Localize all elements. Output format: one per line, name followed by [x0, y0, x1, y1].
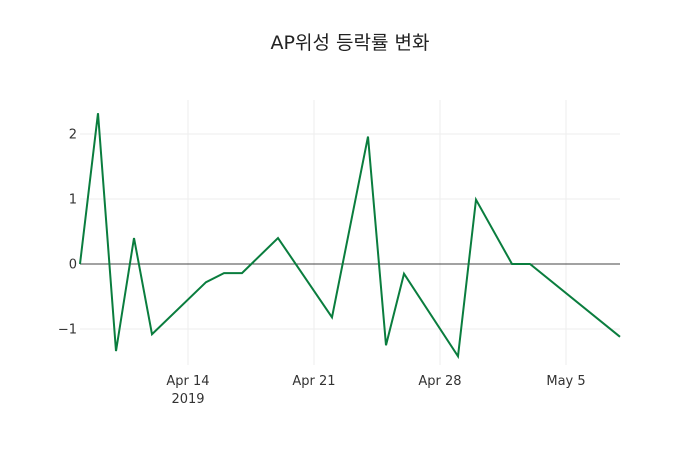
x-tick-label: Apr 21 [292, 374, 335, 389]
x-tick-label: May 5 [546, 374, 585, 389]
series-line [79, 113, 621, 360]
x-tick-sublabel: 2019 [171, 392, 204, 407]
y-tick-label: 1 [69, 193, 77, 208]
y-tick-label: 2 [69, 128, 77, 143]
y-tick-label: −1 [58, 323, 77, 338]
x-tick-label: Apr 14 [166, 374, 209, 389]
y-tick-label: 0 [69, 258, 77, 273]
x-tick-label: Apr 28 [418, 374, 461, 389]
chart-title: AP위성 등락률 변화 [270, 32, 430, 54]
